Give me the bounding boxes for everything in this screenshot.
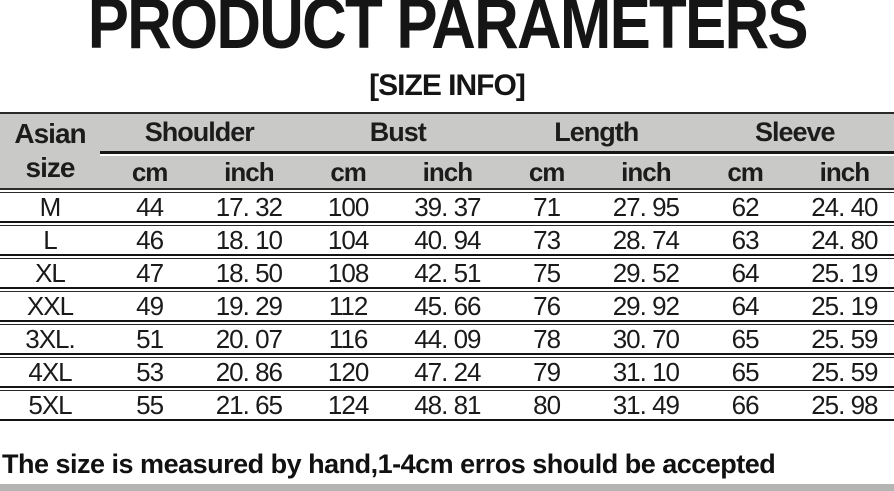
table-body: M 44 17. 32 100 39. 37 71 27. 95 62 24. … [0,192,894,421]
size-cell: 5XL [0,390,100,421]
corner-header-line1: Asian [14,118,86,149]
measurement-disclaimer: The size is measured by hand,1-4cm erros… [2,449,776,479]
value-cell: 24. 80 [794,225,894,256]
value-cell: 53 [100,357,200,388]
value-cell: 63 [695,225,795,256]
value-cell: 49 [100,291,200,322]
corner-header-line2: size [25,152,76,183]
value-cell: 80 [497,390,597,421]
value-cell: 64 [695,291,795,322]
unit-header: inch [794,156,894,190]
unit-header: inch [199,156,299,190]
value-cell: 28. 74 [596,225,696,256]
value-cell: 65 [695,357,795,388]
corner-header-asian-size: Asian size [0,112,100,190]
value-cell: 51 [100,324,200,355]
value-cell: 108 [298,258,398,289]
value-cell: 25. 59 [794,324,894,355]
group-header-bust: Bust [298,112,497,154]
value-cell: 124 [298,390,398,421]
value-cell: 75 [497,258,597,289]
value-cell: 20. 07 [199,324,299,355]
value-cell: 100 [298,192,398,223]
unit-header: cm [695,156,795,190]
value-cell: 18. 10 [199,225,299,256]
page-title-text: PRODUCT PARAMETERS [87,0,808,64]
size-cell: 3XL. [0,324,100,355]
table-row-5xl: 5XL 55 21. 65 124 48. 81 80 31. 49 66 25… [0,390,894,421]
table-row-xl: XL 47 18. 50 108 42. 51 75 29. 52 64 25.… [0,258,894,289]
table-row-xxl: XXL 49 19. 29 112 45. 66 76 29. 92 64 25… [0,291,894,322]
value-cell: 47. 24 [397,357,497,388]
value-cell: 44. 09 [397,324,497,355]
value-cell: 76 [497,291,597,322]
value-cell: 40. 94 [397,225,497,256]
value-cell: 112 [298,291,398,322]
table-row-4xl: 4XL 53 20. 86 120 47. 24 79 31. 10 65 25… [0,357,894,388]
value-cell: 29. 92 [596,291,696,322]
value-cell: 48. 81 [397,390,497,421]
value-cell: 17. 32 [199,192,299,223]
size-cell: 4XL [0,357,100,388]
group-header-length: Length [497,112,696,154]
page-title: PRODUCT PARAMETERS [0,0,894,64]
value-cell: 62 [695,192,795,223]
unit-header-row: cm inch cm inch cm inch cm inch [0,156,894,190]
value-cell: 19. 29 [199,291,299,322]
group-header-sleeve: Sleeve [695,112,894,154]
value-cell: 25. 19 [794,291,894,322]
unit-header: cm [497,156,597,190]
unit-header: cm [100,156,200,190]
value-cell: 24. 40 [794,192,894,223]
value-cell: 44 [100,192,200,223]
unit-header: inch [397,156,497,190]
value-cell: 25. 98 [794,390,894,421]
value-cell: 66 [695,390,795,421]
table-row-m: M 44 17. 32 100 39. 37 71 27. 95 62 24. … [0,192,894,223]
unit-header: cm [298,156,398,190]
value-cell: 21. 65 [199,390,299,421]
size-cell: XXL [0,291,100,322]
value-cell: 73 [497,225,597,256]
size-info-subtitle: [SIZE INFO] [369,69,526,102]
value-cell: 30. 70 [596,324,696,355]
bottom-gray-bar [0,484,894,491]
value-cell: 20. 86 [199,357,299,388]
group-header-row: Asian size Shoulder Bust Length Sleeve [0,112,894,190]
value-cell: 25. 59 [794,357,894,388]
size-cell: XL [0,258,100,289]
value-cell: 47 [100,258,200,289]
value-cell: 71 [497,192,597,223]
group-header-shoulder: Shoulder [100,112,299,154]
value-cell: 116 [298,324,398,355]
value-cell: 29. 52 [596,258,696,289]
value-cell: 46 [100,225,200,256]
value-cell: 104 [298,225,398,256]
value-cell: 55 [100,390,200,421]
value-cell: 39. 37 [397,192,497,223]
value-cell: 31. 49 [596,390,696,421]
value-cell: 27. 95 [596,192,696,223]
value-cell: 79 [497,357,597,388]
value-cell: 120 [298,357,398,388]
value-cell: 65 [695,324,795,355]
value-cell: 18. 50 [199,258,299,289]
size-cell: L [0,225,100,256]
value-cell: 25. 19 [794,258,894,289]
value-cell: 42. 51 [397,258,497,289]
size-cell: M [0,192,100,223]
unit-header: inch [596,156,696,190]
value-cell: 31. 10 [596,357,696,388]
value-cell: 78 [497,324,597,355]
table-header: Asian size Shoulder Bust Length Sleeve c… [0,112,894,190]
table-row-3xl: 3XL. 51 20. 07 116 44. 09 78 30. 70 65 2… [0,324,894,355]
table-row-l: L 46 18. 10 104 40. 94 73 28. 74 63 24. … [0,225,894,256]
value-cell: 45. 66 [397,291,497,322]
value-cell: 64 [695,258,795,289]
size-chart-table: Asian size Shoulder Bust Length Sleeve c… [0,110,894,423]
